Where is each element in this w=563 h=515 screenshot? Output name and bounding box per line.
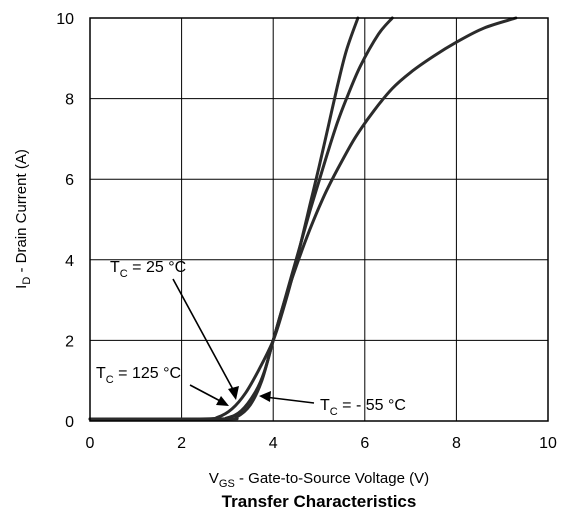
annotation-minus55c-arrowhead: [259, 391, 271, 402]
series-line-2: [88, 16, 518, 421]
annotation-125c-arrowhead: [216, 396, 229, 406]
y-tick-labels: 0 2 4 6 8 10: [56, 11, 74, 431]
y-tick-label: 4: [65, 253, 74, 270]
plot-frame: [89, 17, 549, 422]
annotation-25c-label: TC = 25 °C: [110, 259, 186, 280]
annotation-125c-label: TC = 125 °C: [96, 365, 181, 386]
annotation-125c: TC = 125 °C: [96, 365, 229, 406]
x-tick-label: 0: [86, 435, 95, 452]
series-line-0: [88, 16, 394, 421]
x-tick-label: 6: [360, 435, 369, 452]
x-tick-label: 8: [452, 435, 461, 452]
y-tick-label: 8: [65, 92, 74, 109]
x-tick-label: 2: [177, 435, 186, 452]
chart-title: Transfer Characteristics: [222, 492, 417, 511]
annotation-25c-arrowhead: [228, 386, 239, 400]
annotation-25c: TC = 25 °C: [110, 259, 239, 400]
x-tick-label: 4: [269, 435, 278, 452]
y-tick-label: 0: [65, 414, 74, 431]
annotation-25c-leader: [172, 278, 237, 396]
grid: [90, 18, 548, 421]
y-axis-label: ID - Drain Current (A): [13, 149, 33, 289]
series-line-1: [88, 16, 360, 421]
x-tick-labels: 0 2 4 6 8 10: [86, 435, 557, 452]
y-tick-label: 2: [65, 333, 74, 350]
x-axis-label: VGS - Gate-to-Source Voltage (V): [209, 470, 429, 490]
curves: [88, 16, 518, 421]
annotation-minus55c: TC = - 55 °C: [259, 391, 406, 418]
annotation-125c-leader: [189, 384, 225, 404]
y-tick-label: 10: [56, 11, 74, 28]
y-tick-label: 6: [65, 172, 74, 189]
annotation-minus55c-leader: [264, 396, 315, 404]
annotation-minus55c-label: TC = - 55 °C: [320, 397, 406, 418]
x-tick-label: 10: [539, 435, 557, 452]
